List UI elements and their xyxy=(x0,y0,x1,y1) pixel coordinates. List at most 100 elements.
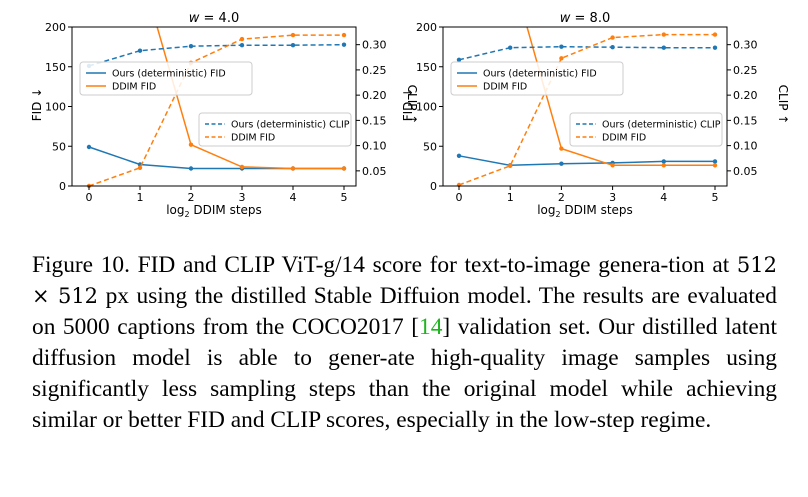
data-point xyxy=(610,35,615,40)
data-point xyxy=(559,161,564,166)
legend-box-right xyxy=(198,112,352,147)
x-tick-label: 5 xyxy=(341,191,348,204)
data-point xyxy=(290,32,296,38)
series-line-2 xyxy=(526,27,715,167)
chart-title: w = 8.0 xyxy=(560,11,610,26)
y-right-tick-label: 0.30 xyxy=(733,39,758,52)
y-left-tick-label: 100 xyxy=(416,101,437,114)
y-right-tick-label: 0.25 xyxy=(733,64,758,77)
x-axis-label-part: log xyxy=(537,203,555,217)
y-left-axis-label: FID ↓ xyxy=(401,88,415,122)
y-left-tick-label: 0 xyxy=(59,180,66,193)
plot-frame xyxy=(71,26,357,187)
series-line-1 xyxy=(88,146,344,170)
data-point xyxy=(341,166,347,171)
x-tick-label: 2 xyxy=(188,191,195,204)
x-tick-label: 4 xyxy=(290,191,297,204)
data-point xyxy=(341,42,347,47)
x-tick-label: 5 xyxy=(712,191,719,204)
series-line-3 xyxy=(458,45,715,61)
y-left-tick-label: 100 xyxy=(45,101,66,114)
data-point xyxy=(239,164,245,170)
figure-caption: Figure 10. FID and CLIP ViT-g/14 score f… xyxy=(32,250,777,436)
chart-title-value: = 4.0 xyxy=(199,11,239,26)
x-axis-label: log2 DDIM steps xyxy=(166,203,262,219)
x-tick-label: 3 xyxy=(239,191,246,204)
legend-box-left xyxy=(450,61,624,96)
series-line-4 xyxy=(458,33,715,186)
data-point xyxy=(559,146,564,151)
data-point xyxy=(610,45,615,50)
caption-tail: ] validation set. Our distilled latent d… xyxy=(32,314,777,433)
caption-math: 512 × 512 xyxy=(32,253,777,308)
legend-label: DDIM FID xyxy=(483,82,527,93)
data-point xyxy=(137,165,143,170)
x-tick-label: 4 xyxy=(660,191,667,204)
chart-title-var: w xyxy=(560,11,571,26)
x-axis-label-part: log xyxy=(166,203,184,217)
data-point xyxy=(239,36,245,42)
x-tick-label: 1 xyxy=(137,191,144,204)
x-axis-label-part: DDIM steps xyxy=(190,203,262,217)
figure-10-charts: w = 4.00 1 2 3 4 50501001502000.050.100.150.2… xyxy=(30,11,790,219)
y-left-tick-label: 0 xyxy=(430,180,437,193)
x-tick-label: 1 xyxy=(507,191,514,204)
y-right-tick-label: 0.10 xyxy=(733,140,758,153)
x-axis-label-part: 2 xyxy=(555,210,560,219)
chart-title-var: w xyxy=(189,11,200,26)
data-point xyxy=(661,163,666,168)
data-point xyxy=(712,163,718,168)
y-right-axis-label: CLIP ↑ xyxy=(405,85,419,125)
x-axis-label-part: DDIM steps xyxy=(561,203,633,217)
legend-label: Ours (deterministic) FID xyxy=(483,69,597,80)
y-left-tick-label: 150 xyxy=(45,61,66,74)
data-point xyxy=(188,142,194,147)
x-tick-label: 3 xyxy=(609,191,616,204)
x-tick-label: 0 xyxy=(86,191,93,204)
legend-label: Ours (deterministic) CLIP xyxy=(231,120,350,131)
series-line-2 xyxy=(156,27,344,170)
data-point xyxy=(712,32,718,37)
data-point xyxy=(508,163,513,168)
data-point xyxy=(188,44,194,49)
y-right-tick-label: 0.20 xyxy=(362,89,387,102)
data-point xyxy=(239,43,245,48)
data-point xyxy=(559,56,564,61)
x-axis-label: log2 DDIM steps xyxy=(537,203,633,219)
y-right-tick-label: 0.25 xyxy=(362,64,387,77)
y-right-tick-label: 0.10 xyxy=(362,140,387,153)
data-point xyxy=(712,159,718,164)
y-left-tick-label: 50 xyxy=(52,140,66,153)
y-left-tick-label: 200 xyxy=(416,21,437,34)
y-right-axis-label: CLIP ↑ xyxy=(776,85,790,125)
data-point xyxy=(559,44,564,49)
chart-panel-1: w = 4.00 1 2 3 4 50501001502000.050.100.150.2… xyxy=(30,11,419,219)
data-point xyxy=(661,32,666,37)
y-left-tick-label: 200 xyxy=(45,21,66,34)
data-point xyxy=(341,32,347,38)
data-point xyxy=(661,159,666,164)
data-point xyxy=(188,166,194,171)
x-axis-label-part: 2 xyxy=(184,210,189,219)
data-point xyxy=(290,43,296,48)
series-line-1 xyxy=(458,155,715,167)
y-right-tick-label: 0.20 xyxy=(733,89,758,102)
legend-box-left xyxy=(79,61,253,96)
legend-label: DDIM FID xyxy=(112,82,156,93)
legend-label: Ours (deterministic) CLIP xyxy=(602,120,721,131)
caption-lead: Figure 10. FID and CLIP ViT-g/14 score f… xyxy=(32,252,737,278)
legend-label: DDIM FID xyxy=(602,133,646,144)
citation-link[interactable]: 14 xyxy=(419,314,443,340)
caption-after-math: px using the distilled Stable Diffuion m… xyxy=(32,283,777,340)
y-left-axis-label: FID ↓ xyxy=(30,88,44,122)
chart-title-value: = 8.0 xyxy=(570,11,610,26)
data-point xyxy=(86,144,92,150)
x-tick-label: 2 xyxy=(558,191,565,204)
data-point xyxy=(712,45,718,50)
legend-box-right xyxy=(569,112,723,147)
series-line-3 xyxy=(88,43,345,67)
y-right-tick-label: 0.05 xyxy=(362,165,387,178)
data-point xyxy=(661,45,666,50)
data-point xyxy=(610,163,615,168)
data-point xyxy=(290,166,296,171)
